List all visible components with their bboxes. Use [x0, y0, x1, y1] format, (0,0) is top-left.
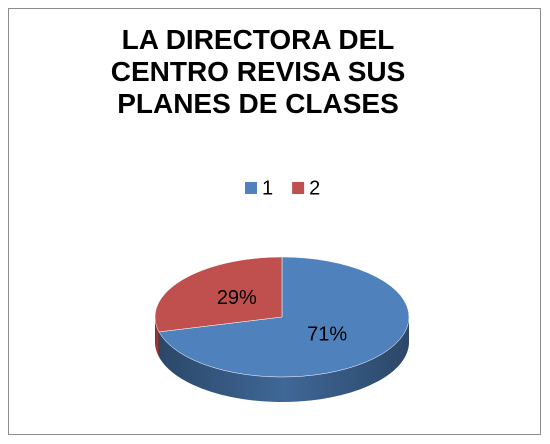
legend-label: 2	[309, 177, 320, 199]
data-label: 29%	[217, 287, 257, 309]
slice	[158, 256, 410, 378]
slice	[154, 256, 283, 333]
legend-label: 1	[262, 177, 273, 199]
slice-side-shade	[155, 317, 159, 357]
legend-swatch	[245, 182, 257, 194]
legend-swatch	[292, 182, 305, 194]
slice-side-shade	[158, 317, 409, 402]
chart-title: LA DIRECTORA DEL CENTRO REVISA SUS PLANE…	[110, 24, 406, 119]
chart-frame	[8, 8, 541, 435]
data-label: 71%	[307, 324, 347, 346]
